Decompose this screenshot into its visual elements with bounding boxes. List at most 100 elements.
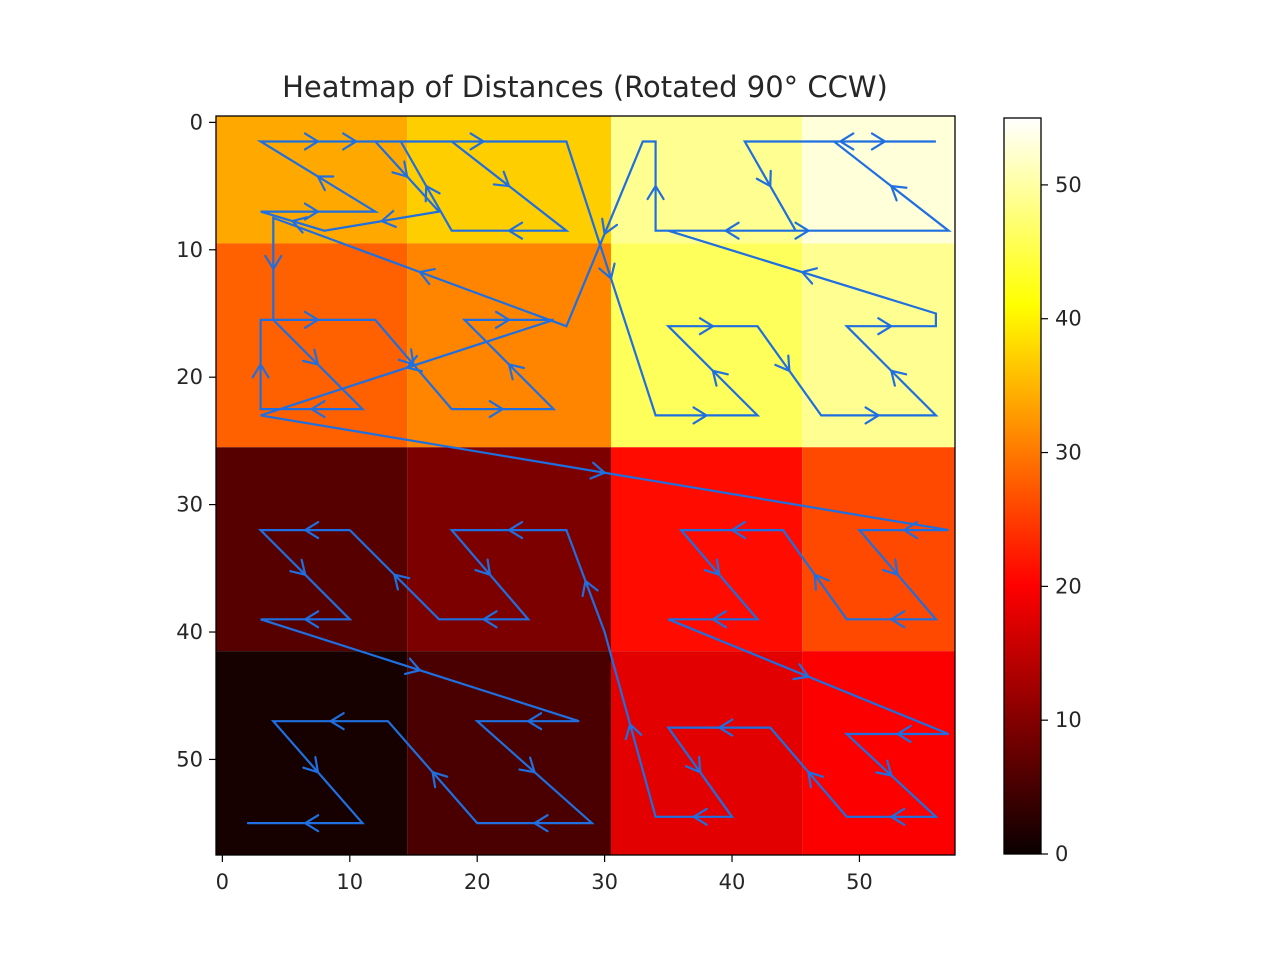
direction-arrow: [581, 579, 599, 598]
y-axis: 0 10 20 30 40 50: [176, 110, 216, 771]
direction-arrow: [792, 663, 810, 681]
direction-arrow: [342, 132, 358, 151]
direction-arrow: [801, 267, 818, 285]
direction-arrow: [301, 348, 320, 366]
heatmap-block-13: [216, 651, 408, 855]
direction-arrow: [304, 610, 320, 629]
direction-arrow: [482, 610, 498, 629]
y-tick-label: 30: [176, 493, 203, 517]
direction-arrow: [902, 520, 919, 540]
direction-arrow: [316, 175, 335, 192]
heatmap-cells: [216, 116, 955, 855]
heatmap-block-16: [802, 651, 955, 855]
direction-arrow: [494, 310, 511, 329]
direction-arrow: [310, 399, 326, 419]
direction-arrow: [424, 184, 441, 203]
direction-arrow: [518, 756, 536, 774]
direction-arrow: [875, 759, 893, 777]
x-tick-label: 50: [846, 870, 873, 894]
plot-frame: [215, 115, 956, 856]
direction-arrow: [890, 184, 908, 202]
colorbar-tick-label: 30: [1055, 441, 1082, 465]
direction-arrow: [813, 573, 831, 592]
heatmap-block-6: [407, 243, 611, 448]
direction-arrow: [469, 132, 485, 151]
direction-arrow: [393, 573, 411, 591]
direction-arrow: [507, 520, 524, 540]
direction-arrow: [839, 132, 855, 151]
direction-arrow: [692, 807, 708, 826]
direction-arrow: [291, 216, 309, 234]
direction-arrow: [711, 369, 729, 387]
y-tick-label: 40: [176, 620, 203, 644]
direction-arrow: [488, 399, 504, 419]
direction-arrow: [329, 712, 345, 731]
x-tick-label: 40: [719, 870, 746, 894]
annotation-path-layer: [246, 132, 952, 833]
direction-arrow: [882, 558, 899, 576]
direction-arrow: [474, 558, 492, 576]
heatmap-block-4: [802, 116, 955, 244]
heatmap-block-3: [610, 116, 803, 244]
direction-arrow: [685, 755, 702, 774]
direction-arrow: [877, 317, 893, 336]
direction-arrow: [794, 221, 810, 240]
y-tick-label: 20: [176, 365, 203, 389]
direction-arrow: [601, 217, 619, 235]
direction-arrow: [646, 184, 665, 201]
colorbar-tick-label: 0: [1055, 842, 1068, 866]
direction-arrow: [492, 170, 511, 188]
direction-arrow: [431, 771, 449, 789]
direction-arrow: [703, 558, 721, 576]
direction-arrow: [303, 310, 320, 329]
direction-arrow: [730, 520, 747, 540]
direction-arrow: [302, 756, 320, 774]
heatmap-block-2: [407, 116, 611, 244]
direction-arrow: [303, 132, 320, 151]
heatmap-block-10: [407, 447, 611, 652]
heatmap-block-14: [407, 651, 611, 855]
y-tick-label: 10: [176, 238, 203, 262]
direction-arrow: [807, 771, 825, 789]
direction-arrow: [896, 724, 912, 744]
x-tick-label: 30: [591, 870, 618, 894]
direction-arrow: [890, 807, 906, 826]
direction-arrow: [527, 712, 543, 731]
direction-arrow: [589, 461, 606, 480]
direction-arrow: [251, 363, 270, 379]
heatmap-block-15: [610, 651, 803, 855]
direction-arrow: [692, 406, 708, 425]
annotation-path: [246, 140, 952, 825]
direction-arrow: [718, 718, 734, 737]
direction-arrow: [870, 132, 887, 151]
colorbar: [1003, 117, 1042, 855]
direction-arrow: [698, 317, 715, 336]
direction-arrow: [397, 348, 415, 366]
direction-arrow: [264, 254, 283, 270]
direction-arrow: [774, 354, 791, 372]
x-tick-label: 0: [216, 870, 229, 894]
direction-arrow: [304, 520, 320, 540]
colorbar-tick-label: 10: [1055, 708, 1082, 732]
y-tick-label: 50: [176, 747, 203, 771]
colorbar-tick-label: 20: [1055, 574, 1082, 598]
heatmap-block-1: [216, 116, 408, 244]
direction-arrow: [418, 267, 436, 286]
direction-arrow: [391, 160, 409, 178]
direction-arrow: [507, 221, 524, 240]
heatmap-block-9: [216, 447, 408, 652]
direction-arrow: [711, 610, 728, 629]
heatmap-block-12: [802, 447, 955, 652]
direction-arrow: [403, 657, 421, 676]
colorbar-tick-label: 50: [1055, 173, 1082, 197]
chart-title: Heatmap of Distances (Rotated 90° CCW): [282, 70, 888, 104]
direction-arrow: [724, 221, 740, 240]
direction-arrow: [406, 354, 424, 373]
x-axis: 0 10 20 30 40 50: [216, 855, 873, 894]
heatmap-block-11: [610, 447, 803, 652]
direction-arrow: [598, 262, 616, 280]
direction-arrow: [507, 363, 526, 381]
direction-arrow: [890, 369, 908, 387]
